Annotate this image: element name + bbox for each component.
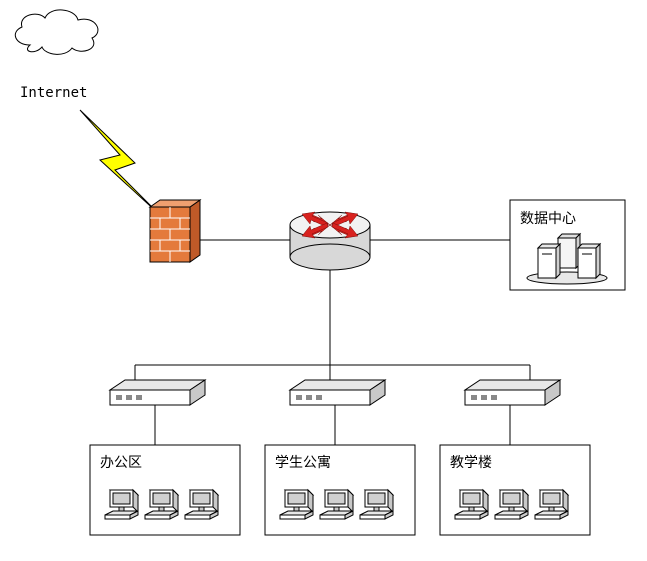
dorm-label: 学生公寓 [275, 452, 331, 472]
switch-icon-3 [465, 380, 560, 405]
datacenter-label: 数据中心 [520, 208, 576, 228]
router-icon [290, 212, 370, 270]
switch-icon-1 [110, 380, 205, 405]
diagram-canvas: Internet 数据中心 办公区 学生公寓 教学楼 [0, 0, 647, 561]
classroom-label: 教学楼 [450, 452, 492, 472]
lightning-icon [80, 110, 160, 215]
office-label: 办公区 [100, 452, 142, 472]
firewall-icon [150, 200, 200, 262]
switch-icon-2 [290, 380, 385, 405]
cloud-icon [15, 10, 98, 54]
internet-label: Internet [20, 85, 87, 101]
edges [135, 240, 530, 445]
